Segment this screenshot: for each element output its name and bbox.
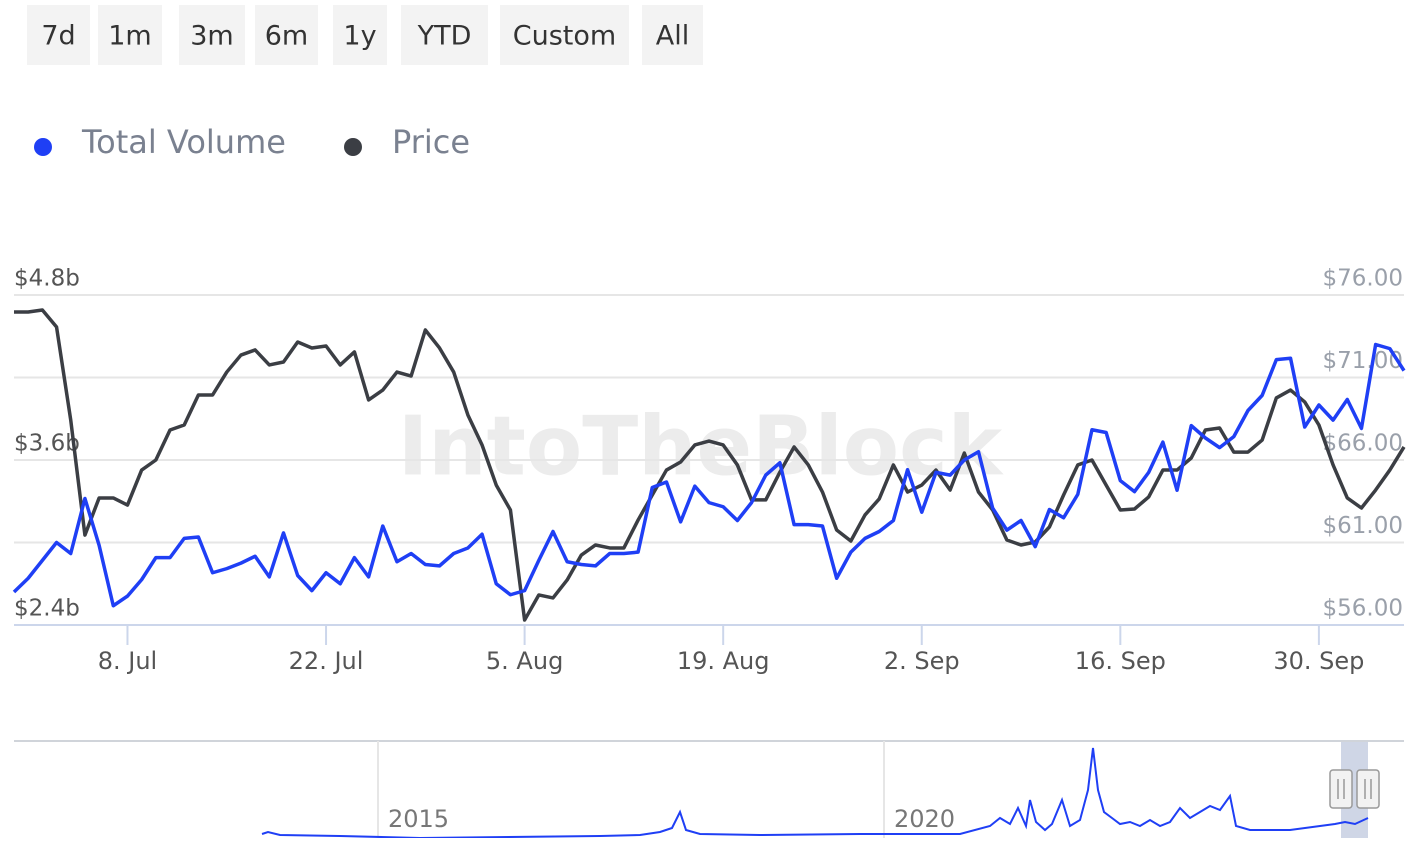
y2-tick-label: $71.00: [1323, 348, 1403, 374]
navigator-handle[interactable]: [1356, 769, 1380, 809]
range-button-bg: [333, 5, 387, 65]
range-button-label: All: [656, 21, 689, 52]
range-button-bg: [642, 5, 703, 65]
range-button-label: YTD: [417, 21, 472, 52]
series-line: [12, 342, 1406, 608]
range-button[interactable]: YTD: [401, 5, 488, 65]
range-button-label: 6m: [265, 21, 308, 52]
x-tick-label: 8. Jul: [98, 647, 157, 675]
y2-tick-label: $66.00: [1323, 431, 1403, 457]
range-button[interactable]: 1m: [98, 5, 162, 65]
y-tick-label: $2.4b: [14, 596, 80, 622]
x-tick-label: 2. Sep: [884, 647, 960, 675]
range-button-label: 1y: [343, 21, 376, 52]
range-button-bg: [179, 5, 245, 65]
legend-label: Total Volume: [81, 123, 286, 161]
y-tick-label: $3.6b: [14, 431, 80, 457]
range-button-bg: [255, 5, 318, 65]
legend-item[interactable]: Price: [344, 123, 470, 161]
legend-marker: [34, 138, 52, 156]
range-button-label: Custom: [513, 21, 616, 52]
range-button[interactable]: Custom: [500, 5, 629, 65]
y2-tick-label: $61.00: [1323, 513, 1403, 539]
y-tick-label: $4.8b: [14, 266, 80, 292]
range-button-bg: [500, 5, 629, 65]
range-button[interactable]: 6m: [255, 5, 318, 65]
x-tick-label: 22. Jul: [289, 647, 364, 675]
range-button-bg: [27, 5, 90, 65]
watermark: IntoTheBlock: [398, 399, 1005, 494]
legend-label: Price: [392, 123, 470, 161]
x-tick-label: 16. Sep: [1075, 647, 1166, 675]
navigator-handle[interactable]: [1329, 769, 1353, 809]
range-button[interactable]: 3m: [179, 5, 245, 65]
range-button[interactable]: All: [642, 5, 703, 65]
range-button-label: 1m: [108, 21, 151, 52]
range-button-bg: [401, 5, 488, 65]
range-button-label: 7d: [41, 21, 75, 52]
range-button[interactable]: 1y: [333, 5, 387, 65]
navigator-label: 2020: [894, 805, 955, 833]
range-button-label: 3m: [190, 21, 233, 52]
navigator-label: 2015: [388, 805, 449, 833]
y2-tick-label: $56.00: [1323, 596, 1403, 622]
x-tick-label: 5. Aug: [486, 647, 563, 675]
legend-marker: [344, 138, 362, 156]
range-button[interactable]: 7d: [27, 5, 90, 65]
x-tick-label: 30. Sep: [1273, 647, 1364, 675]
legend-item[interactable]: Total Volume: [34, 123, 286, 161]
navigator-line: [261, 747, 1369, 840]
y2-tick-label: $76.00: [1323, 266, 1403, 292]
range-button-bg: [98, 5, 162, 65]
x-tick-label: 19. Aug: [677, 647, 770, 675]
